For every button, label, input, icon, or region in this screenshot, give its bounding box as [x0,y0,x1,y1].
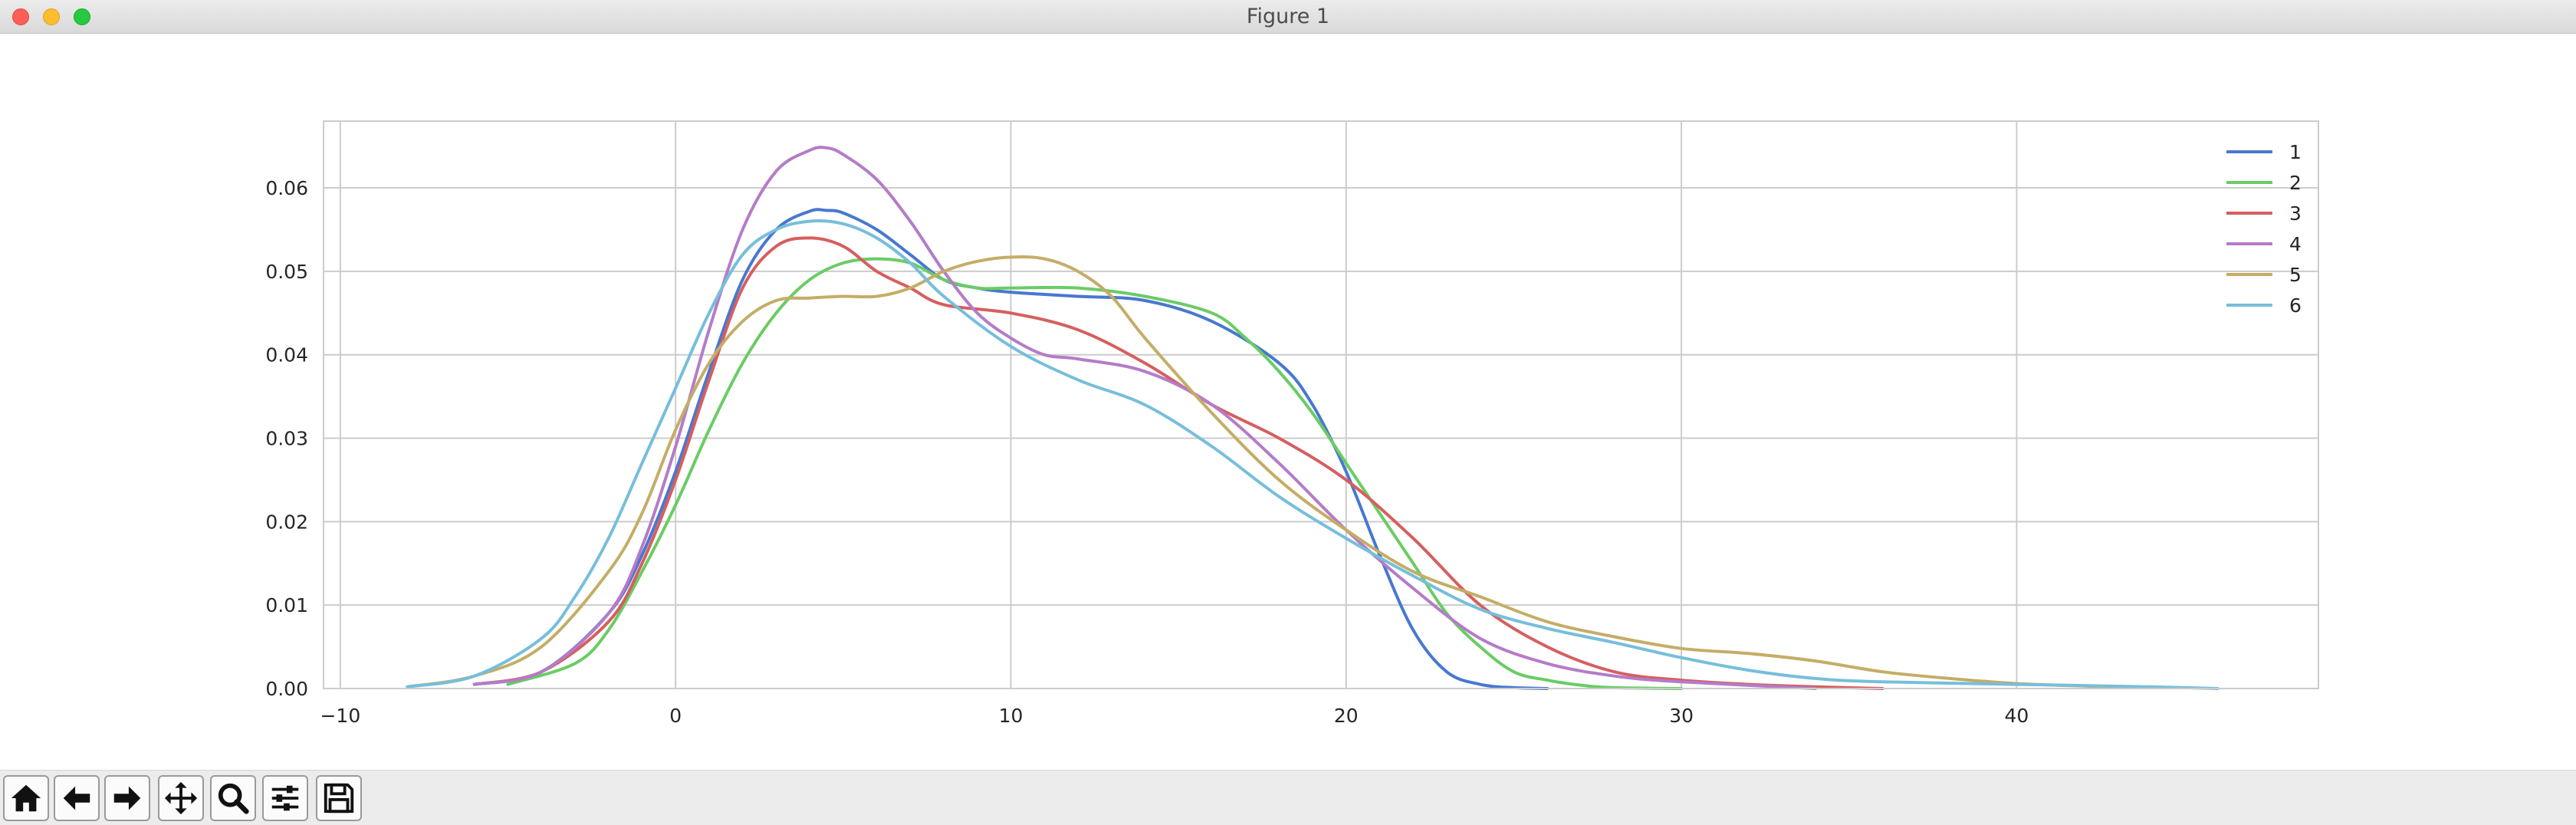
close-window-button[interactable] [12,8,29,25]
configure-subplots-button[interactable] [262,775,308,821]
series-line-5 [406,255,2153,689]
window-title: Figure 1 [1246,5,1330,28]
x-tick-label: 10 [999,705,1024,727]
home-icon [11,784,41,812]
plot-background [324,121,2318,689]
legend: 1 2 3 4 5 6 [2226,141,2302,317]
maximize-window-button[interactable] [74,8,90,25]
series-line-4 [472,146,1817,690]
sliders-icon [271,785,299,811]
forward-button[interactable] [104,775,150,821]
floppy-disk-icon [324,783,354,813]
figure-canvas: −10 0 10 20 30 40 0.00 0.01 0.02 0.03 0.04 0.05 0.0… [0,34,2576,770]
plot-area-frame [323,120,2319,689]
pan-button[interactable] [158,775,204,821]
move-icon [164,781,198,815]
x-tick-label: 40 [2005,705,2029,727]
x-tick-label: 30 [1669,705,1694,727]
minimize-window-button[interactable] [43,8,60,25]
y-tick-label: 0.06 [265,177,308,199]
x-tick-label: 20 [1334,705,1359,727]
navigation-toolbar [0,770,2576,825]
arrow-right-icon [113,786,141,810]
magnifier-icon [218,783,249,814]
arrow-left-icon [63,786,90,810]
home-button[interactable] [3,775,49,821]
series-line-3 [472,236,1884,690]
series-lines [406,146,2220,690]
legend-label-6: 6 [2289,294,2302,317]
legend-label-4: 4 [2289,233,2302,255]
x-tick-label: 0 [669,705,682,727]
y-tick-label: 0.04 [265,344,308,366]
back-button[interactable] [54,775,100,821]
x-tick-label: −10 [320,705,360,727]
save-button[interactable] [316,775,362,821]
y-tick-label: 0.00 [265,678,308,700]
series-line-2 [506,257,1684,690]
x-axis-tick-labels: −10 0 10 20 30 40 [320,705,2029,727]
legend-label-3: 3 [2289,202,2302,225]
kde-line-chart: −10 0 10 20 30 40 0.000.010.020.030.040.050.0… [265,120,2319,727]
grid-lines [324,121,2318,689]
zoom-button[interactable] [210,775,256,821]
title-bar: Figure 1 [0,0,2576,34]
legend-label-5: 5 [2289,264,2302,286]
series-line-6 [406,219,2220,690]
y-tick-label: 0.01 [265,594,308,616]
y-tick-label: 0.05 [265,261,308,283]
legend-label-2: 2 [2289,172,2302,194]
y-tick-label: 0.03 [265,428,308,450]
y-axis-tick-labels: 0.00 0.01 0.02 0.03 0.04 0.05 0.06 [265,177,308,700]
legend-label-1: 1 [2289,141,2302,163]
y-tick-label: 0.02 [265,511,308,533]
